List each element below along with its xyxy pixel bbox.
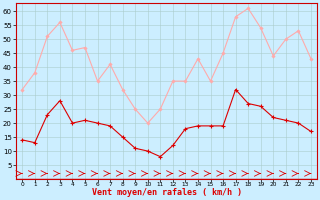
X-axis label: Vent moyen/en rafales ( km/h ): Vent moyen/en rafales ( km/h ) xyxy=(92,188,242,197)
